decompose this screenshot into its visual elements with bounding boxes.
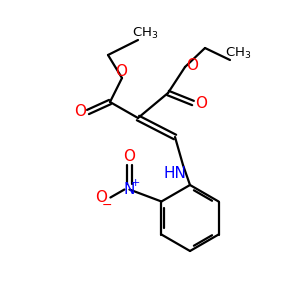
Text: −: − bbox=[102, 199, 113, 212]
Text: O: O bbox=[115, 64, 127, 80]
Text: O: O bbox=[74, 104, 86, 119]
Text: O: O bbox=[95, 190, 107, 205]
Text: O: O bbox=[195, 95, 207, 110]
Text: CH$_3$: CH$_3$ bbox=[225, 45, 251, 61]
Text: O: O bbox=[123, 149, 135, 164]
Text: O: O bbox=[186, 58, 198, 73]
Text: HN: HN bbox=[164, 166, 186, 181]
Text: CH$_3$: CH$_3$ bbox=[132, 26, 158, 40]
Text: +: + bbox=[131, 178, 140, 188]
Text: N: N bbox=[124, 182, 135, 197]
